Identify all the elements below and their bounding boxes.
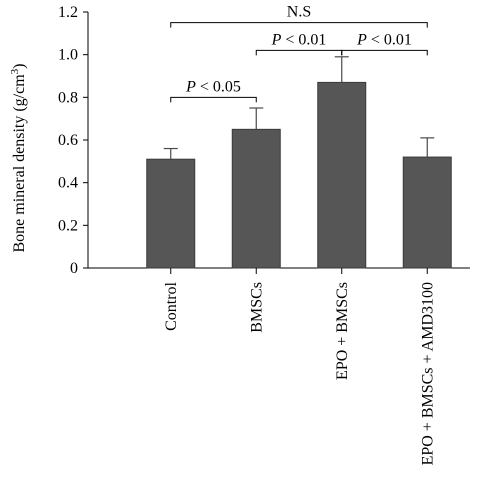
y-tick-label: 1.0 xyxy=(58,47,78,64)
significance-bracket xyxy=(255,49,343,56)
bar xyxy=(402,156,452,269)
significance-label-value: < 0.01 xyxy=(367,31,412,48)
plot-area: 0 0.2 0.4 0.6 0.8 1.0 1.2 Control BMSCs EPO + BMS… xyxy=(58,4,470,465)
y-tick-label: 0 xyxy=(70,260,78,277)
significance-label-value: N.S xyxy=(287,4,311,21)
y-axis-label-main: Bone mineral density (g/cm xyxy=(11,74,28,253)
svg-text:Bone mineral density (g/cm3): Bone mineral density (g/cm3) xyxy=(9,63,28,252)
bar xyxy=(146,158,196,269)
y-tick-label: 0.8 xyxy=(58,89,78,106)
significance-label-p: P xyxy=(356,31,367,48)
bar xyxy=(231,128,281,269)
x-category-label: BMSCs xyxy=(248,282,265,333)
significance-label: P < 0.01 xyxy=(271,31,327,48)
y-axis-label-superscript: 3 xyxy=(9,68,21,74)
significance-bracket xyxy=(341,49,428,56)
y-tick-label: 1.2 xyxy=(58,4,78,21)
significance-label-p: P xyxy=(271,31,282,48)
bar xyxy=(317,81,367,269)
x-category-label: EPO + BMSCs xyxy=(334,282,351,380)
significance-label-p: P xyxy=(185,78,196,95)
significance-bracket xyxy=(170,22,428,28)
significance-bracket xyxy=(170,96,257,103)
significance-label: N.S xyxy=(287,4,311,21)
significance-label-value: < 0.01 xyxy=(281,31,326,48)
y-axis-label: Bone mineral density (g/cm3) xyxy=(9,63,28,252)
significance-label-value: < 0.05 xyxy=(196,78,241,95)
significance-label: P < 0.05 xyxy=(185,78,241,95)
significance-label: P < 0.01 xyxy=(356,31,412,48)
y-tick-label: 0.2 xyxy=(58,217,78,234)
x-category-label: EPO + BMSCs + AMD3100 xyxy=(419,282,436,465)
y-tick-label: 0.6 xyxy=(58,132,78,149)
y-axis-label-close: ) xyxy=(11,63,28,68)
y-tick-label: 0.4 xyxy=(58,175,78,192)
x-category-label: Control xyxy=(163,281,180,330)
